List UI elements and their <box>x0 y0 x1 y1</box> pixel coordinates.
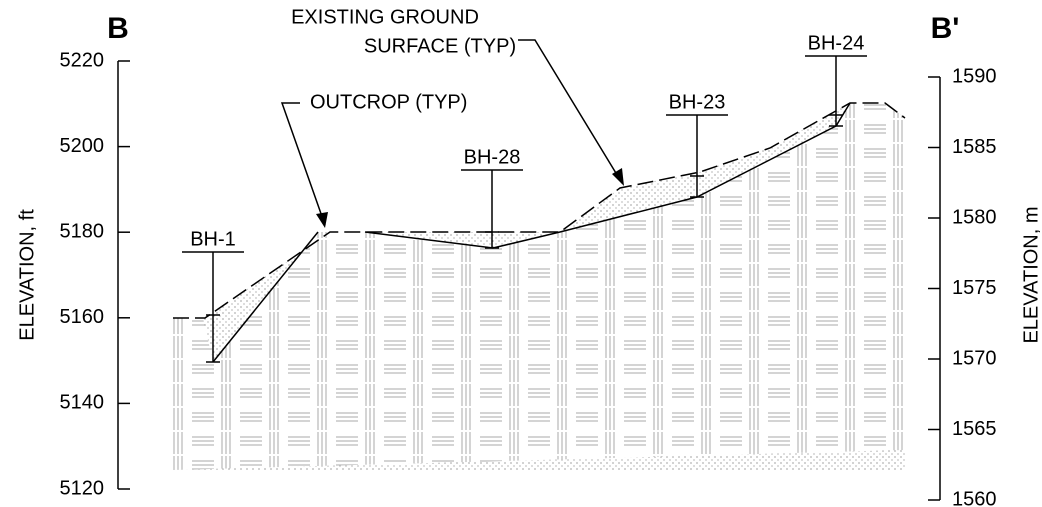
tick-label: 1570 <box>952 347 997 369</box>
arrowhead <box>316 212 328 228</box>
tick-label: 1590 <box>952 65 997 87</box>
section-label: B <box>107 12 129 45</box>
tick-label: 1585 <box>952 136 997 158</box>
tick-label: 5160 <box>60 306 105 328</box>
left-axis-title: ELEVATION, ft <box>16 209 38 341</box>
leader <box>518 40 622 183</box>
tick-label: 1565 <box>952 418 997 440</box>
tick-label: 5120 <box>60 477 105 499</box>
cross-section: ELEVATION, ft ELEVATION, m B B' OUTCROP … <box>0 0 1042 507</box>
right-axis-title: ELEVATION, m <box>1020 206 1042 343</box>
boring-label: BH-23 <box>669 91 726 113</box>
tick-label: 5220 <box>60 49 105 71</box>
boring-label: BH-24 <box>808 32 865 54</box>
boring-label: BH-28 <box>464 146 521 168</box>
tick-label: 5140 <box>60 392 105 414</box>
leader <box>282 103 325 225</box>
annotation: SURFACE (TYP) <box>364 35 516 57</box>
section-label: B' <box>931 12 960 45</box>
boring-label: BH-1 <box>190 228 236 250</box>
annotation: EXISTING GROUND <box>291 6 479 28</box>
tick-label: 1575 <box>952 277 997 299</box>
tick-label: 1580 <box>952 206 997 228</box>
tick-label: 1560 <box>952 488 997 507</box>
tick-label: 5200 <box>60 135 105 157</box>
bedrock <box>173 103 905 470</box>
annotation: OUTCROP (TYP) <box>310 91 467 113</box>
tick-label: 5180 <box>60 220 105 242</box>
